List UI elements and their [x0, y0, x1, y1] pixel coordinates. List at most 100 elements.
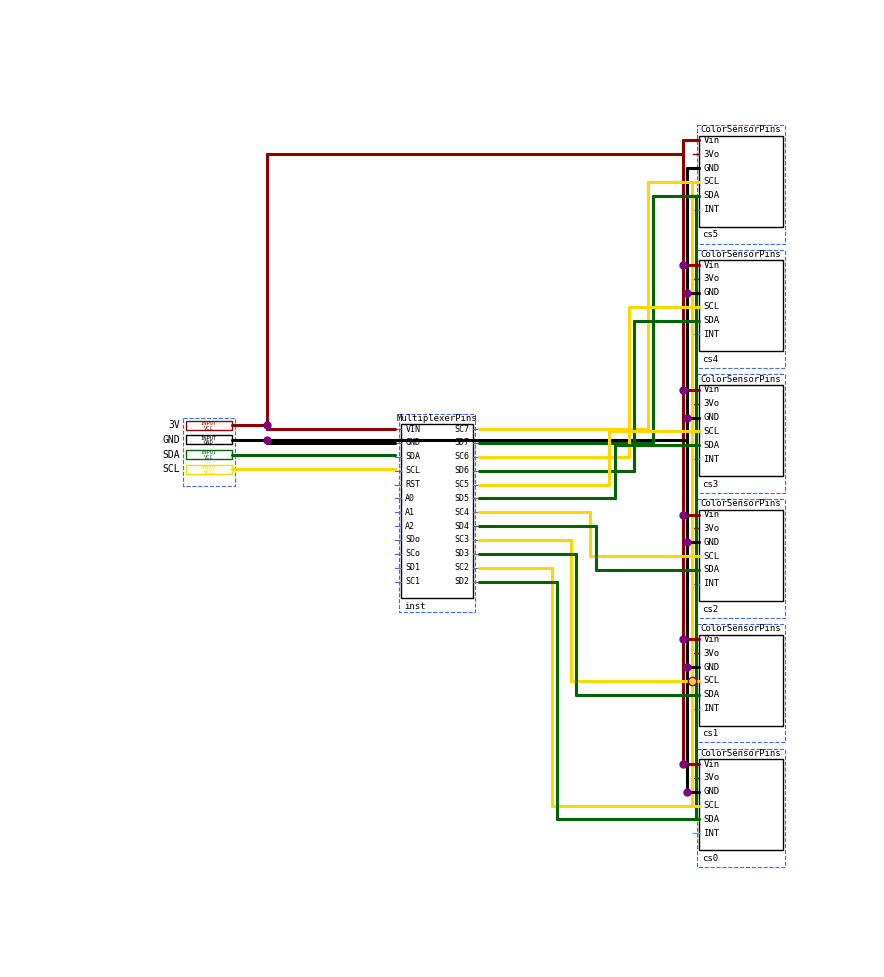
Text: SC5: SC5: [454, 480, 469, 489]
Text: SD5: SD5: [454, 494, 469, 503]
Text: 3Vo: 3Vo: [704, 524, 720, 532]
Text: SDA: SDA: [162, 449, 179, 459]
Text: 3V: 3V: [168, 420, 179, 430]
Bar: [699, 385, 782, 476]
FancyBboxPatch shape: [186, 464, 232, 474]
Text: SCL: SCL: [704, 676, 720, 686]
Text: SDA: SDA: [704, 690, 720, 700]
Text: MultiplexerPins: MultiplexerPins: [397, 414, 477, 423]
Text: SD3: SD3: [454, 549, 469, 558]
Bar: [400, 413, 476, 613]
Text: GND: GND: [704, 787, 720, 796]
Text: cs0: cs0: [702, 854, 718, 863]
Text: ColorSensorPins: ColorSensorPins: [701, 749, 781, 758]
Text: SDA: SDA: [405, 452, 420, 461]
Text: SCL: SCL: [704, 302, 720, 311]
Text: INPUT: INPUT: [201, 465, 217, 470]
Text: VCC: VCC: [204, 470, 214, 475]
Text: 3Vo: 3Vo: [704, 649, 720, 658]
Text: GND: GND: [704, 163, 720, 173]
Text: SC3: SC3: [454, 535, 469, 544]
Text: SCo: SCo: [405, 549, 420, 558]
Text: 3Vo: 3Vo: [704, 275, 720, 283]
Text: SD2: SD2: [454, 577, 469, 586]
Text: ColorSensorPins: ColorSensorPins: [701, 499, 781, 508]
Text: SC7: SC7: [454, 425, 469, 434]
Text: Vin: Vin: [704, 136, 720, 145]
Text: INT: INT: [704, 454, 720, 464]
Bar: [697, 125, 785, 243]
Text: SC4: SC4: [454, 508, 469, 517]
Text: Vin: Vin: [704, 635, 720, 644]
Text: cs2: cs2: [702, 605, 718, 614]
Text: SCL: SCL: [704, 178, 720, 187]
Text: SDA: SDA: [704, 191, 720, 200]
Text: SD7: SD7: [454, 439, 469, 447]
Text: ColorSensorPins: ColorSensorPins: [701, 250, 781, 259]
FancyBboxPatch shape: [186, 449, 232, 459]
Text: cs3: cs3: [702, 480, 718, 488]
FancyBboxPatch shape: [186, 435, 232, 445]
Text: Vin: Vin: [704, 759, 720, 769]
Text: ColorSensorPins: ColorSensorPins: [701, 374, 781, 384]
Bar: [699, 759, 782, 850]
Text: VIN: VIN: [405, 425, 420, 434]
Text: GND: GND: [405, 439, 420, 447]
Text: ColorSensorPins: ColorSensorPins: [701, 624, 781, 633]
Bar: [697, 624, 785, 743]
Bar: [697, 374, 785, 493]
Text: INT: INT: [704, 828, 720, 838]
Text: SD1: SD1: [405, 563, 420, 573]
Text: SC2: SC2: [454, 563, 469, 573]
Text: 3Vo: 3Vo: [704, 400, 720, 408]
Text: A1: A1: [405, 508, 415, 517]
Text: 3Vo: 3Vo: [704, 149, 720, 158]
Text: SDA: SDA: [704, 441, 720, 449]
Text: SC1: SC1: [405, 577, 420, 586]
Text: A0: A0: [405, 494, 415, 503]
Text: SC6: SC6: [454, 452, 469, 461]
Text: SDo: SDo: [405, 535, 420, 544]
Text: GND: GND: [704, 537, 720, 547]
Text: SDA: SDA: [704, 566, 720, 574]
Text: SD6: SD6: [454, 466, 469, 475]
Text: INPUT: INPUT: [201, 450, 217, 455]
Bar: [699, 136, 782, 227]
Bar: [699, 635, 782, 726]
Text: INT: INT: [704, 704, 720, 713]
Text: GND: GND: [204, 441, 214, 446]
Text: INT: INT: [704, 205, 720, 214]
Text: cs4: cs4: [702, 356, 718, 364]
Text: RST: RST: [405, 480, 420, 489]
Text: Vin: Vin: [704, 510, 720, 519]
Text: INT: INT: [704, 579, 720, 588]
FancyBboxPatch shape: [186, 421, 232, 430]
Bar: [183, 418, 235, 487]
Bar: [697, 499, 785, 617]
Text: SCL: SCL: [704, 427, 720, 436]
Text: cs5: cs5: [702, 231, 718, 239]
Text: A2: A2: [405, 522, 415, 531]
Text: SCL: SCL: [162, 464, 179, 474]
Text: SD4: SD4: [454, 522, 469, 531]
Text: Vin: Vin: [704, 261, 720, 270]
Text: SDA: SDA: [704, 316, 720, 325]
Text: GND: GND: [704, 288, 720, 297]
Bar: [697, 748, 785, 868]
Bar: [401, 424, 473, 599]
Bar: [697, 250, 785, 368]
Text: 3Vo: 3Vo: [704, 774, 720, 783]
Text: VCC: VCC: [204, 455, 214, 460]
Text: GND: GND: [162, 435, 179, 445]
Text: SCL: SCL: [704, 801, 720, 810]
Text: GND: GND: [704, 662, 720, 671]
Text: Vin: Vin: [704, 385, 720, 395]
Bar: [699, 261, 782, 352]
Text: ColorSensorPins: ColorSensorPins: [701, 125, 781, 134]
Text: SCL: SCL: [405, 466, 420, 475]
Bar: [699, 510, 782, 601]
Text: GND: GND: [704, 413, 720, 422]
Text: cs1: cs1: [702, 730, 718, 739]
Text: VCC: VCC: [204, 426, 214, 431]
Text: INPUT: INPUT: [201, 421, 217, 426]
